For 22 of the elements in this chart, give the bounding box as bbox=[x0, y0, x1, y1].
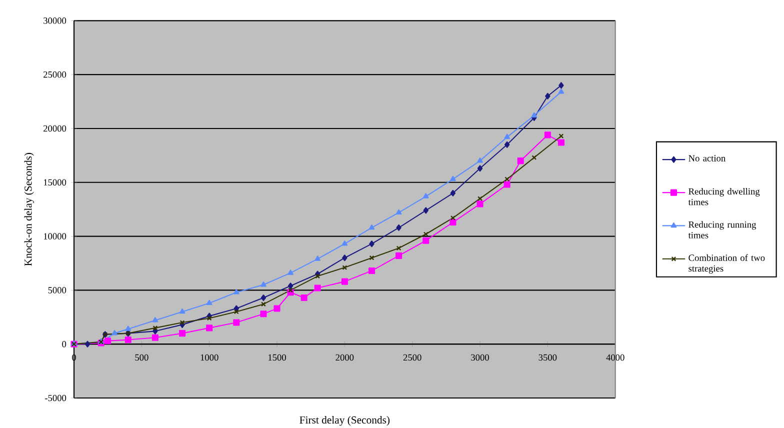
legend-label: No action bbox=[688, 155, 726, 162]
x-tick-label: 3000 bbox=[471, 354, 489, 361]
y-axis-title: Knock-on delay (Seconds) bbox=[24, 152, 34, 266]
y-tick-label: 20000 bbox=[44, 125, 66, 132]
y-tick-label: 30000 bbox=[44, 18, 66, 24]
y-tick-label: 0 bbox=[62, 340, 66, 348]
legend-label: Reducing running times bbox=[688, 221, 756, 238]
y-tick-label: 25000 bbox=[44, 71, 66, 78]
y-tick-label: -5000 bbox=[45, 394, 66, 402]
x-tick-label: 4000 bbox=[606, 354, 624, 361]
y-tick-label: 10000 bbox=[44, 233, 66, 240]
y-tick-label: 5000 bbox=[48, 287, 66, 294]
legend-label: Reducing dwelling times bbox=[688, 188, 760, 206]
x-tick-label: 500 bbox=[135, 354, 148, 361]
x-tick-label: 1500 bbox=[268, 354, 286, 361]
x-tick-label: 2500 bbox=[403, 354, 422, 361]
y-tick-label: 15000 bbox=[44, 179, 66, 186]
x-tick-label: 2000 bbox=[336, 354, 354, 361]
x-tick-label: 3500 bbox=[538, 354, 557, 361]
x-axis-title: First delay (Seconds) bbox=[300, 416, 390, 426]
x-tick-label: 1000 bbox=[200, 354, 218, 361]
legend-label: Combination of two strategies bbox=[688, 254, 765, 274]
